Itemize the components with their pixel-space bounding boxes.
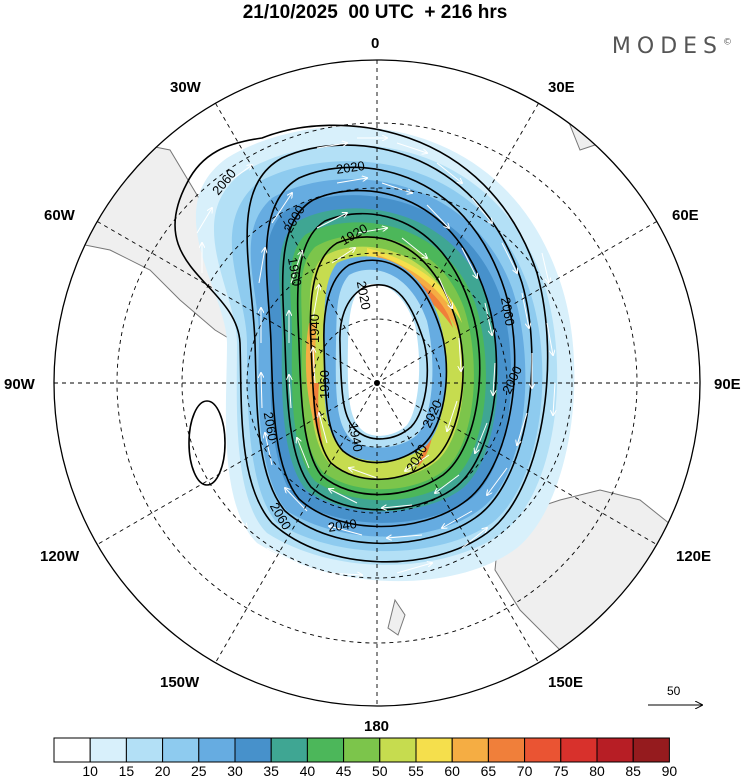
colorbar-label: 60	[444, 763, 460, 779]
contour-2040	[246, 144, 533, 545]
colorbar-swatch	[162, 737, 200, 763]
modes-logo: MODES©	[611, 34, 732, 59]
wind-vectors	[196, 138, 555, 575]
colorbar-swatch	[343, 737, 381, 763]
longitude-labels: 0 30E 60E 90E 120E 150E 180 150W 120W 90…	[4, 35, 741, 735]
contour-label: 2060	[498, 296, 518, 327]
contour-label: 2020	[335, 158, 366, 177]
colorbar-label: 70	[516, 763, 533, 779]
colorbar-label: 30	[227, 763, 243, 779]
lon-label-30e: 30E	[548, 79, 575, 96]
colorbar-swatch	[596, 737, 634, 763]
contour-1960	[309, 236, 464, 481]
colorbar-swatch	[451, 737, 489, 763]
contour-label: 2040	[327, 516, 358, 535]
lon-label-60w: 60W	[44, 207, 76, 224]
wind-speed-fill	[195, 126, 575, 582]
contour-label: 2020	[354, 280, 374, 311]
contour-label: 2060	[261, 411, 281, 442]
contour-2020	[265, 166, 516, 528]
colorbar-label: 85	[625, 763, 641, 779]
colorbar-swatch	[53, 737, 91, 763]
colorbar-label: 25	[191, 763, 207, 779]
lon-label-60e: 60E	[672, 207, 699, 224]
colorbar-label: 35	[263, 763, 279, 779]
colorbar-label: 55	[408, 763, 424, 779]
colorbar-swatch	[198, 737, 236, 763]
contour-2060	[174, 124, 549, 563]
lon-label-90e: 90E	[714, 376, 741, 393]
lon-label-150e: 150E	[548, 674, 583, 691]
contour-1920	[339, 284, 429, 440]
lon-label-120e: 120E	[676, 548, 711, 565]
reference-vector: 50	[645, 684, 705, 714]
colorbar-swatch	[234, 737, 272, 763]
lon-label-30w: 30W	[170, 79, 202, 96]
new-zealand-land	[387, 598, 406, 636]
lon-label-120w: 120W	[40, 548, 80, 565]
colorbar-label: 50	[372, 763, 388, 779]
contour-1940	[323, 259, 448, 464]
contour-2060-small	[188, 400, 226, 486]
colorbar-swatch	[632, 737, 670, 763]
reference-vector-label: 50	[667, 684, 681, 698]
colorbar-label: 75	[553, 763, 569, 779]
colorbar-swatch	[560, 737, 598, 763]
colorbar-swatch	[270, 737, 308, 763]
colorbar-label: 80	[589, 763, 605, 779]
pole-marker	[374, 380, 380, 386]
colorbar-label: 90	[661, 763, 678, 779]
colorbar-label: 45	[335, 763, 352, 779]
lon-label-0: 0	[371, 35, 379, 52]
lon-label-180: 180	[364, 718, 389, 735]
colorbar-label: 15	[118, 763, 135, 779]
colorbar-label: 10	[82, 763, 98, 779]
colorbar-label: 20	[154, 763, 171, 779]
colorbar-label: 40	[299, 763, 316, 779]
colorbar-swatch	[524, 737, 562, 763]
colorbar-swatch	[125, 737, 164, 763]
colorbar-swatch	[415, 737, 453, 763]
colorbar-labels: 10 15 20 25 30 35 40 45 50 55 60 65 70 75 80 85 90	[0, 763, 750, 781]
colorbar	[53, 737, 670, 763]
contour-2000	[281, 189, 498, 511]
colorbar-swatch	[379, 737, 417, 763]
colorbar-swatch	[306, 737, 345, 763]
contour-label: 1960	[285, 256, 305, 287]
colorbar-swatch	[89, 737, 127, 763]
map-title: 21/10/2025 00 UTC + 216 hrs	[242, 2, 508, 23]
colorbar-swatch	[487, 737, 526, 763]
colorbar-label: 65	[480, 763, 497, 779]
lon-label-90w: 90W	[4, 376, 36, 393]
lon-label-150w: 150W	[160, 674, 200, 691]
contour-label: 1960	[317, 370, 332, 399]
contour-label: 1940	[346, 422, 366, 453]
contour-label: 1940	[307, 314, 322, 343]
